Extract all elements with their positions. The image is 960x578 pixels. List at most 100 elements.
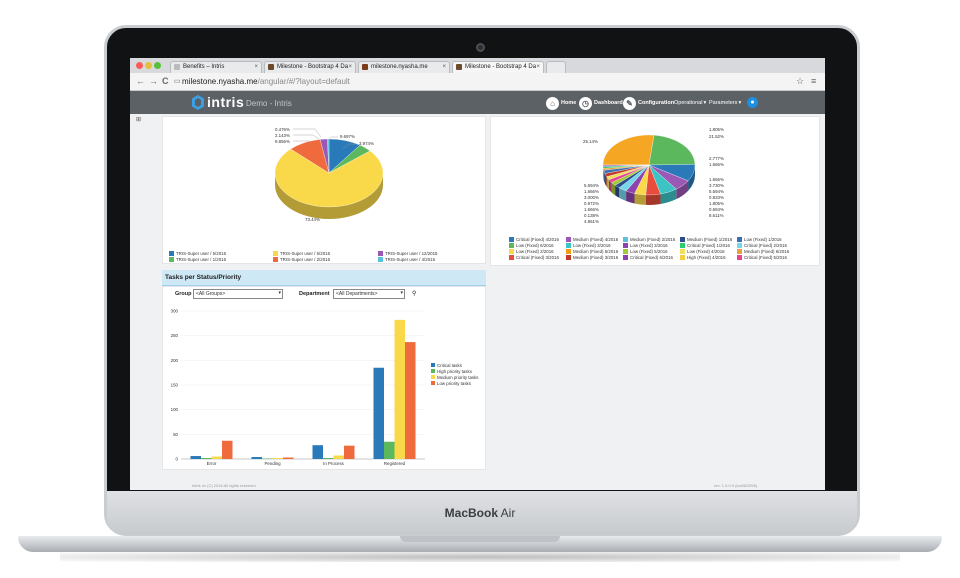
legend-item[interactable]: Low (Fixed) 3/2016 (623, 243, 668, 248)
legend-item[interactable]: Low (Fixed) 2/2016 (509, 249, 554, 254)
legend-swatch (566, 249, 571, 254)
bar (344, 445, 355, 459)
legend-item[interactable]: Medium (Fixed) 3/2016 (566, 255, 618, 260)
operational-label: Operational (674, 100, 703, 106)
legend-swatch (509, 243, 514, 248)
department-select[interactable]: <All Departments> ▾ (333, 289, 405, 299)
legend-item[interactable]: Low (Fixed) 3/2016 (566, 243, 611, 248)
sidebar-toggle-icon[interactable]: ⊞ (136, 117, 142, 123)
legend-label: Medium (Fixed) 4/2016 (573, 237, 619, 242)
legend-swatch (566, 255, 571, 260)
nav-parameters-dropdown[interactable]: Parameters ▾ (709, 96, 741, 110)
address-bar[interactable]: milestone.nyasha.me/angular/#/?layout=de… (182, 77, 350, 86)
legend-item[interactable]: Medium (Fixed) 4/2016 (566, 237, 618, 242)
pie-slice-side (688, 165, 695, 191)
pie-slice (602, 134, 655, 166)
browser-tab[interactable]: Milestone - Bootstrap 4 Da × (264, 61, 356, 73)
nav-operational-dropdown[interactable]: Operational ▾ (674, 96, 706, 110)
browser-menu-icon[interactable]: ≡ (811, 76, 817, 86)
close-window-button[interactable] (136, 62, 143, 69)
legend-label: Critical (Fixed) 4/2016 (516, 237, 559, 242)
tasks-panel-body: Group <All Groups> ▾ Department <All Depa… (162, 286, 486, 470)
legend-item[interactable]: Medium (Fixed) 1/2016 (680, 237, 732, 242)
group-select[interactable]: <All Groups> ▾ (193, 289, 283, 299)
browser-urlbar: ← → C ▭ milestone.nyasha.me/angular/#/?l… (130, 73, 825, 91)
pie-label: 1.666% (584, 189, 599, 194)
legend-label: High (Fixed) 4/2016 (687, 255, 726, 260)
user-icon[interactable]: ● (747, 97, 758, 108)
caret-down-icon: ▾ (703, 100, 707, 106)
intris-logo-icon (192, 95, 204, 110)
legend-item[interactable]: Critical (Fixed) 6/2016 (623, 255, 673, 260)
bar (262, 458, 273, 460)
legend-item[interactable]: Critical (Fixed) 2/2016 (737, 243, 787, 248)
favicon-icon (362, 64, 368, 70)
legend-item[interactable]: Critical (Fixed) 4/2016 (509, 237, 559, 242)
legend-item[interactable]: Low (Fixed) 1/2016 (737, 237, 782, 242)
forward-icon[interactable]: → (149, 76, 158, 86)
legend-label: Critical (Fixed) 3/2016 (516, 255, 559, 260)
pie-panel-right: 1.805% 21.52% 2.777% 1.666% 1.666% 3.730% 5.69… (490, 116, 820, 266)
legend-item[interactable]: Critical (Fixed) 3/2016 (509, 255, 559, 260)
legend-item[interactable]: Low (Fixed) 6/2016 (509, 243, 554, 248)
reload-icon[interactable]: C (162, 76, 169, 86)
tab-close-icon[interactable]: × (348, 64, 352, 70)
browser-tab[interactable]: Benefits – Intris × (170, 61, 262, 73)
pie-label: 1.666% (709, 177, 724, 182)
legend-item[interactable]: TRIS-Super user / 5/2016 (169, 251, 226, 256)
legend-item[interactable]: Medium (Fixed) 6/2016 (737, 249, 789, 254)
pie-label: 8.611% (709, 213, 724, 218)
nav-home[interactable]: ⌂ Home (546, 96, 576, 110)
page-info-icon[interactable]: ▭ (174, 78, 181, 85)
legend-swatch (509, 237, 514, 242)
y-tick-label: 0 (176, 457, 179, 462)
legend-item[interactable]: TRIS-Super user / 4/2016 (378, 257, 435, 262)
chevron-down-icon: ▾ (400, 290, 403, 296)
legend-swatch (737, 249, 742, 254)
laptop-base (18, 536, 942, 552)
legend-label: Low (Fixed) 4/2016 (687, 249, 725, 254)
minimize-window-button[interactable] (145, 62, 152, 69)
browser-tab-active[interactable]: Milestone - Bootstrap 4 Da × (452, 61, 544, 73)
legend-swatch (680, 243, 685, 248)
tab-close-icon[interactable]: × (442, 64, 446, 70)
nav-configuration[interactable]: ✎ Configuration (623, 96, 674, 110)
browser-tab[interactable]: milestone.nyasha.me × (358, 61, 450, 73)
app-logo-text[interactable]: intris (207, 94, 245, 110)
wrench-icon: ✎ (623, 96, 636, 110)
new-tab-button[interactable] (546, 61, 566, 73)
legend-item[interactable]: Low (Fixed) 4/2016 (680, 249, 725, 254)
legend-label: Medium (Fixed) 1/2016 (687, 237, 733, 242)
legend-item[interactable]: TRIS-Super user / 1/2016 (169, 257, 226, 262)
back-icon[interactable]: ← (136, 76, 145, 86)
pie-chart-left: 0.476% 2.143% 9.856% 9.697% 3.974% 73.44… (274, 127, 384, 222)
nav-home-label: Home (561, 100, 577, 106)
bar (222, 440, 233, 459)
nav-dashboard[interactable]: ◷ Dashboard (579, 96, 623, 110)
legend-item[interactable]: Medium (Fixed) 2/2016 (623, 237, 675, 242)
maximize-window-button[interactable] (154, 62, 161, 69)
pie-label: 3.974% (359, 141, 374, 146)
parameters-label: Parameters (709, 100, 738, 106)
legend-item[interactable]: Critical (Fixed) 5/2016 (737, 255, 787, 260)
screen: Benefits – Intris × Milestone - Bootstra… (130, 58, 825, 490)
legend-item[interactable]: Critical (Fixed) 1/2016 (680, 243, 730, 248)
legend-item[interactable]: Low (Fixed) 5/2016 (623, 249, 668, 254)
legend-item[interactable]: TRIS-Super user / 6/2016 (273, 251, 330, 256)
legend-item[interactable]: TRIS-Super user / 2/2016 (273, 257, 330, 262)
app-header: intris Demo - Intris ⌂ Home ◷ Dashboard ✎ C… (130, 91, 825, 114)
tab-close-icon[interactable]: × (254, 64, 258, 70)
legend-item[interactable]: TRIS-Super user / 12/2015 (378, 251, 437, 256)
department-label: Department (299, 291, 330, 297)
x-tick-label: Registered (384, 461, 406, 466)
legend-swatch (623, 255, 628, 260)
legend-swatch (623, 249, 628, 254)
legend-item[interactable]: High (Fixed) 4/2016 (680, 255, 726, 260)
bar (333, 455, 344, 459)
pie-label: 1.805% (709, 127, 724, 132)
laptop-notch (400, 536, 560, 542)
search-icon[interactable]: ⚲ (412, 291, 417, 297)
legend-item[interactable]: Medium (Fixed) 5/2016 (566, 249, 618, 254)
bookmark-star-icon[interactable]: ☆ (796, 76, 805, 86)
tab-close-icon[interactable]: × (536, 64, 540, 70)
